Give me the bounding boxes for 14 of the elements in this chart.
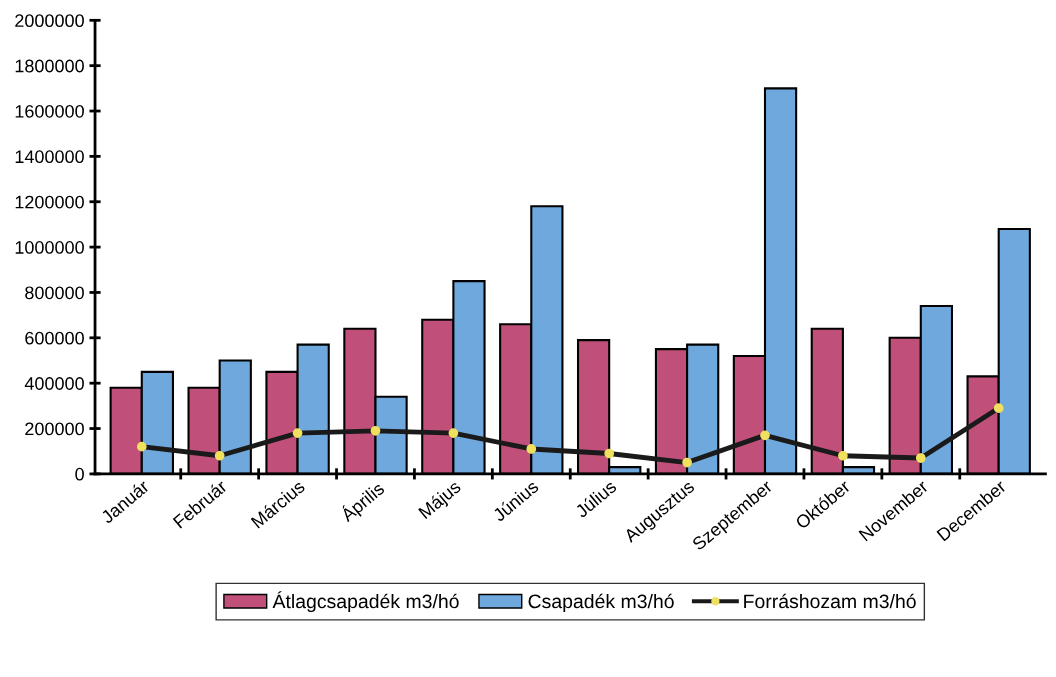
y-tick-label: 200000 [25,422,84,436]
y-tick-label: 1000000 [15,241,84,254]
y-tick-label: 800000 [25,286,84,300]
y-tick-label: 2000000 [15,14,84,28]
y-tick-label: 600000 [25,331,84,345]
legend-label: Csapadék m3/hó [528,593,674,613]
y-tick-label: 1800000 [15,59,84,73]
legend-label: Átlagcsapadék m3/hó [272,591,459,613]
y-tick-label: 1600000 [15,104,84,118]
legend-label: Forráshozam m3/hó [744,593,916,609]
y-tick-label: 1200000 [15,195,84,209]
y-tick-label: 400000 [24,377,84,390]
y-tick-label: 1400000 [15,150,84,164]
y-tick-label: 0 [75,467,84,481]
